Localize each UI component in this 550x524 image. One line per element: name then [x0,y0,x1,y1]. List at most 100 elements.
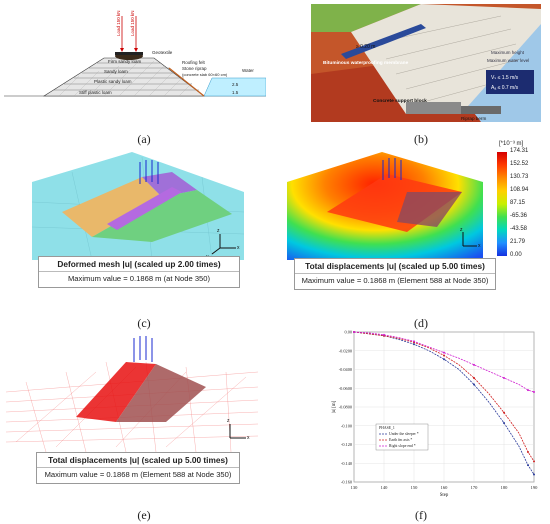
scale-value-label: -43.58 [510,226,528,232]
series-point-1 [413,343,415,346]
layer-label-4: Stiff plastic loam [79,90,112,95]
panel-c-title: Deformed mesh |u| (scaled up 2.00 times) [39,257,239,272]
grass-top [311,4,421,32]
panel-d-infobox: Total displacements |u| (scaled up 5.00 … [294,258,496,290]
scale-unit: [*10⁻³ m] [499,141,524,147]
slab-slope [351,4,541,114]
embankment-body [42,57,205,97]
layer-label-3: Plastic sandy loam [94,79,132,84]
panel-c-infobox: Deformed mesh |u| (scaled up 2.00 times)… [38,256,240,288]
panel-b-lining-render: Bituminous waterproofing membrane ≥ 0.20… [311,4,541,122]
svg-text:x: x [237,245,240,251]
y-tick-label: -0.0400 [339,367,352,372]
caption-e: (e) [137,508,151,522]
series-point-3 [413,340,415,343]
riprap-sub-label: (concrete slab 60×60 cm) [182,72,228,77]
svg-text:z: z [460,227,463,233]
caption-b: (b) [414,132,428,146]
svg-text:x: x [478,243,481,249]
scale-value-label: 152.52 [510,161,529,167]
legend-title: PHASE_1 [379,426,395,430]
layer-label-2: Sandy loam [104,69,128,74]
x-tick-label: 180 [501,485,509,490]
load-label-1: Load 150 kN [116,10,121,36]
roofing-label: Roofing felt [182,60,206,65]
caption-a: (a) [137,132,151,146]
series-point-1 [527,464,529,467]
x-tick-label: 160 [441,485,449,490]
scale-value-label: 0.00 [510,252,522,258]
panel-d-title: Total displacements |u| (scaled up 5.00 … [295,259,495,274]
series-point-1 [443,358,445,361]
x-tick-label: 130 [351,485,359,490]
legend-entry: Under the sleeper * [389,432,419,436]
thickness-label: ≥ 0.20 m [356,44,375,50]
series-point-1 [473,383,475,386]
water-label: Water [242,68,254,73]
support-label: Concrete support block [373,98,427,104]
svg-text:x: x [247,435,250,441]
series-point-1 [533,473,535,476]
layer-label-1: Firm sandy loam [108,59,142,64]
svg-text:z: z [217,228,220,234]
series-point-1 [503,421,505,424]
dim-label-2: 1.5 [232,90,239,95]
scale-value-label: 174.31 [510,148,529,154]
panel-f-displacement-chart: 130 140 150 160 170 180 190 0.00 -0.0200 -0.0400 -… [332,330,539,499]
y-tick-label: -0.160 [341,480,352,485]
y-tick-label: -0.120 [341,442,352,447]
panel-d-value: Maximum value = 0.1868 m (Element 588 at… [301,276,489,285]
sleeper [115,52,143,55]
series-point-3 [353,331,355,333]
series-point-2 [503,411,505,414]
legend-entry: Earth fm axis * [389,438,412,442]
series-point-2 [533,460,535,463]
svg-text:z: z [227,418,230,424]
load-label-2: Load 150 kN [130,10,135,36]
x-axis-label: Step [440,493,449,498]
panel-e-displacement-vectors: x z [6,336,258,452]
y-tick-label: -0.100 [341,423,352,428]
colour-scale: [*10⁻³ m] 174.31 152.52 130.73 108.94 87.15 -… [497,140,547,260]
support-block [406,102,461,114]
x-tick-label: 190 [531,485,539,490]
series-line-3 [353,331,535,393]
caption-f: (f) [415,508,427,522]
panel-d-total-displacement: x z [287,152,483,260]
scale-value-label: 21.79 [510,239,526,245]
berm-label: Riprap berm [461,116,486,121]
x-tick-label: 140 [381,485,389,490]
series-point-3 [527,389,529,392]
water-body [203,77,266,97]
panel-e-value: Maximum value = 0.1868 m (Element 588 at… [44,470,232,479]
y-tick-label: -0.0800 [339,405,352,410]
geotextile-label: Geotextile [152,50,173,55]
y-tick-label: 0.00 [344,330,352,335]
legend-entry: Right slope end * [389,444,416,448]
series-point-3 [473,363,475,366]
series-point-2 [527,451,529,453]
series-point-3 [383,333,385,336]
caption-d: (d) [414,316,428,330]
membrane-label: Bituminous waterproofing membrane [323,60,409,66]
velocity-legend-1: Vₛ ≤ 1.5 m/s [491,75,519,81]
scale-value-label: -65.36 [510,213,528,219]
scale-labels: 174.31 152.52 130.73 108.94 87.15 -65.36 -43.5… [510,148,546,258]
series-point-3 [533,391,535,393]
velocity-legend [486,70,534,94]
displacement-embankment [327,174,462,232]
embankment-top [142,172,197,197]
max-water-label: Maximum water level [487,58,529,63]
series-point-2 [443,354,445,357]
panel-c-deformed-mesh: x z y [32,152,244,260]
y-axis-label: |u| [m] [332,400,337,413]
membrane-strip [341,24,426,59]
max-height-label: Maximum height [491,50,525,55]
vector-field-right [116,364,206,422]
embankment-right-slope [92,190,232,242]
panel-a-cross-section: Load 150 kN Load 150 kN Firm sandy loam … [4,6,266,124]
series-point-3 [503,376,505,379]
scale-bar [497,152,507,256]
axis-triad [211,234,236,255]
y-tick-label: -0.0600 [339,386,352,391]
